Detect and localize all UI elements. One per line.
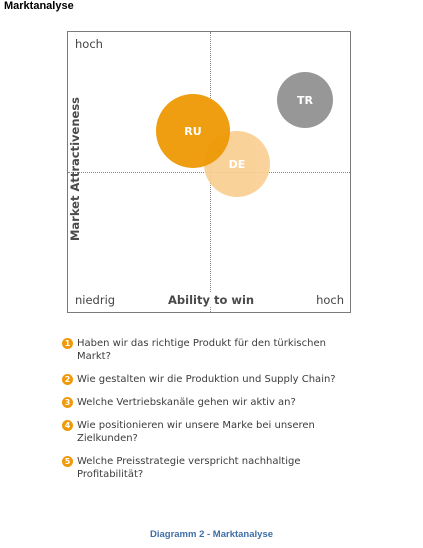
number-badge-icon: 3 bbox=[62, 397, 73, 408]
number-badge-icon: 4 bbox=[62, 420, 73, 431]
number-badge-icon: 1 bbox=[62, 338, 73, 349]
x-high-label: hoch bbox=[316, 293, 344, 307]
question-item: 4 Wie positionieren wir unsere Marke bei… bbox=[62, 419, 362, 445]
question-text: Welche Vertriebskanäle gehen wir aktiv a… bbox=[77, 397, 296, 408]
x-axis-label: Ability to win bbox=[168, 293, 255, 307]
number-badge-icon: 2 bbox=[62, 374, 73, 385]
page-title: Marktanalyse bbox=[4, 0, 74, 12]
question-text: Wie positionieren wir unsere Marke bei u… bbox=[77, 420, 315, 444]
figure-caption: Diagramm 2 - Marktanalyse bbox=[149, 529, 274, 540]
portfolio-matrix: hoch niedrig hoch Ability to win Market … bbox=[67, 31, 351, 313]
question-text: Wie gestalten wir die Produktion und Sup… bbox=[77, 374, 336, 385]
x-low-label: niedrig bbox=[75, 293, 116, 307]
question-text: Welche Preisstrategie verspricht nachhal… bbox=[77, 456, 301, 480]
bubble-tr: TR bbox=[277, 72, 333, 128]
question-item: 1 Haben wir das richtige Produkt für den… bbox=[62, 337, 362, 363]
bubble-ru: RU bbox=[156, 94, 230, 168]
y-high-label: hoch bbox=[75, 37, 103, 51]
question-item: 3 Welche Vertriebskanäle gehen wir aktiv… bbox=[62, 396, 362, 409]
number-badge-icon: 5 bbox=[62, 456, 73, 467]
y-axis-label: Market Attractiveness bbox=[68, 96, 82, 242]
question-text: Haben wir das richtige Produkt für den t… bbox=[77, 338, 326, 362]
question-item: 2 Wie gestalten wir die Produktion und S… bbox=[62, 373, 362, 386]
question-item: 5 Welche Preisstrategie verspricht nachh… bbox=[62, 455, 362, 481]
question-list: 1 Haben wir das richtige Produkt für den… bbox=[62, 337, 362, 491]
